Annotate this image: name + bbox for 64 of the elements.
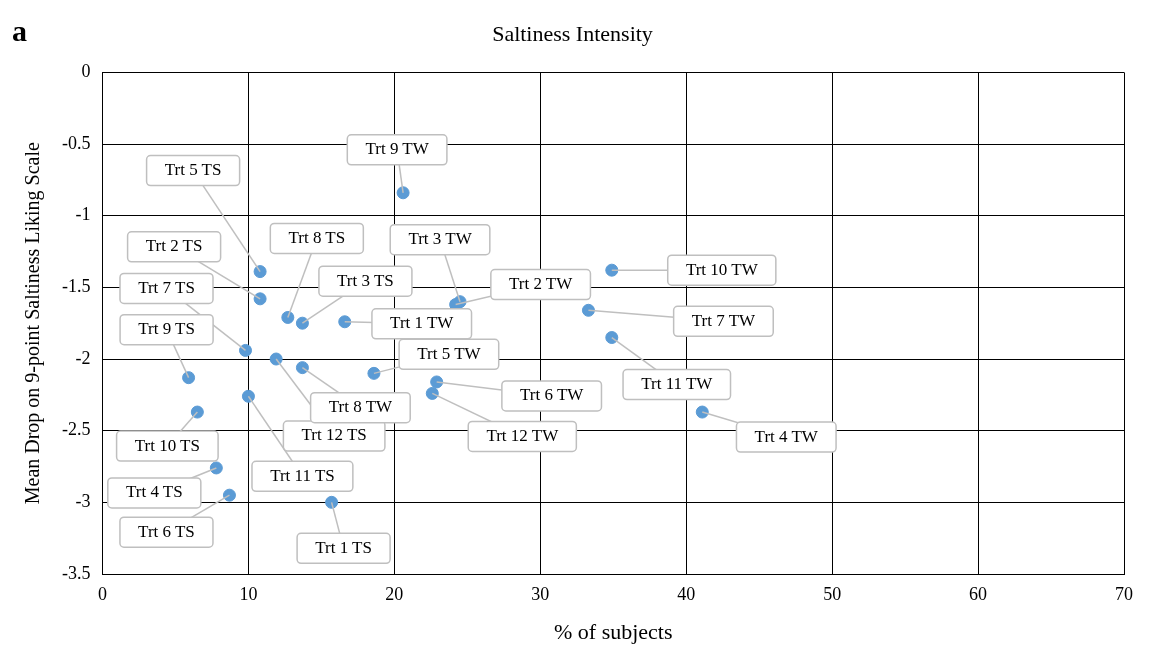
annotation: Trt 3 TW bbox=[408, 229, 473, 249]
point bbox=[182, 371, 196, 385]
annotation: Trt 2 TS bbox=[145, 236, 203, 256]
annotation: Trt 7 TS bbox=[138, 277, 195, 297]
point bbox=[269, 352, 283, 366]
x-tick-label: 70 bbox=[1115, 583, 1133, 604]
annotation: Trt 2 TW bbox=[508, 274, 574, 294]
point bbox=[241, 389, 255, 403]
annotation: Trt 9 TW bbox=[365, 139, 430, 159]
annotation: Trt 8 TS bbox=[288, 227, 346, 247]
annotation: Trt 10 TS bbox=[134, 435, 200, 455]
y-tick-label: -0.5 bbox=[61, 132, 91, 153]
point bbox=[396, 186, 410, 200]
y-tick-label: -3.5 bbox=[61, 562, 91, 583]
annotation: Trt 12 TS bbox=[301, 425, 367, 445]
y-tick-label: -2.5 bbox=[61, 419, 91, 440]
point bbox=[581, 303, 595, 317]
point bbox=[239, 343, 253, 357]
point bbox=[209, 461, 223, 475]
x-tick-label: 30 bbox=[531, 583, 550, 604]
annotation: Trt 10 TW bbox=[685, 259, 759, 279]
y-tick-label: -3 bbox=[75, 491, 91, 512]
point bbox=[190, 405, 204, 419]
chart-title: Saltiness Intensity bbox=[492, 20, 653, 46]
annotation: Trt 7 TW bbox=[691, 310, 757, 330]
point bbox=[367, 366, 381, 380]
point bbox=[253, 292, 267, 306]
annotation: Trt 4 TW bbox=[754, 426, 819, 446]
x-tick-label: 50 bbox=[823, 583, 842, 604]
point bbox=[430, 375, 444, 389]
point bbox=[222, 488, 236, 502]
annotation: Trt 6 TW bbox=[520, 385, 585, 405]
y-tick-label: -2 bbox=[75, 347, 91, 368]
annotation: Trt 3 TS bbox=[337, 270, 394, 290]
point bbox=[295, 316, 309, 330]
x-tick-label: 10 bbox=[239, 583, 258, 604]
annotation: Trt 5 TW bbox=[417, 343, 482, 363]
annotation: Trt 11 TS bbox=[270, 465, 335, 485]
point bbox=[695, 405, 709, 419]
annotation: Trt 1 TW bbox=[390, 313, 455, 333]
y-tick-label: -1 bbox=[75, 204, 91, 225]
point bbox=[325, 495, 339, 509]
annotation: Trt 4 TS bbox=[125, 482, 183, 502]
x-tick-label: 40 bbox=[677, 583, 696, 604]
text: a bbox=[12, 14, 27, 48]
annotation: Trt 11 TW bbox=[641, 374, 714, 393]
point bbox=[253, 265, 267, 279]
y-tick-label: -1.5 bbox=[61, 276, 91, 297]
point bbox=[605, 331, 619, 345]
y-axis-title: Mean Drop on 9-point Saltiness Liking Scale bbox=[21, 141, 45, 505]
point bbox=[425, 386, 439, 400]
annotation: Trt 9 TS bbox=[138, 319, 195, 339]
annotation: Trt 8 TW bbox=[328, 397, 394, 417]
x-axis-title: % of subjects bbox=[553, 618, 673, 644]
point bbox=[295, 361, 309, 375]
annotation: Trt 6 TS bbox=[138, 521, 195, 541]
y-tick-label: 0 bbox=[81, 61, 91, 82]
annotation: Trt 1 TS bbox=[315, 537, 372, 557]
point bbox=[281, 310, 295, 324]
x-tick-label: 20 bbox=[385, 583, 404, 604]
x-tick-label: 60 bbox=[969, 583, 988, 604]
annotation: Trt 12 TW bbox=[486, 425, 560, 445]
annotation: Trt 5 TS bbox=[164, 160, 222, 180]
x-tick-label: 0 bbox=[97, 583, 107, 604]
